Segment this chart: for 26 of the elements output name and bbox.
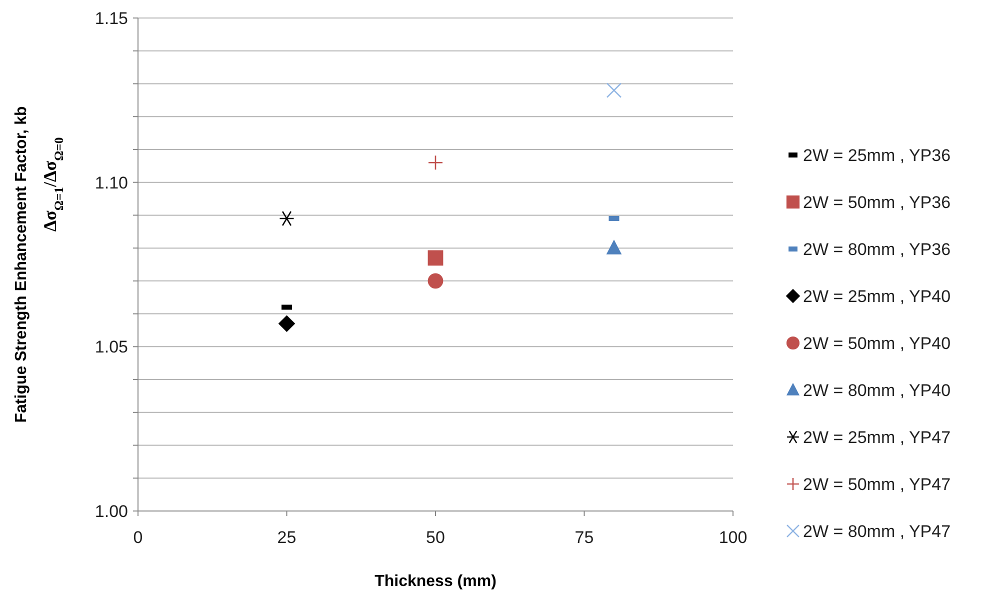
x-tick-label: 0 bbox=[133, 528, 143, 547]
point bbox=[279, 210, 294, 226]
legend-label: 2W = 80mm , YP47 bbox=[803, 522, 951, 541]
legend-label: 2W = 80mm , YP40 bbox=[803, 380, 951, 400]
y-tick-label: 1.10 bbox=[94, 173, 128, 192]
point bbox=[428, 154, 444, 170]
point bbox=[278, 315, 296, 332]
legend-label: 2W = 25mm , YP40 bbox=[803, 286, 951, 306]
y-tick-label: 1.05 bbox=[94, 338, 128, 357]
legend-label: 2W = 25mm , YP47 bbox=[803, 428, 951, 447]
x-tick-label: 25 bbox=[277, 528, 296, 547]
point bbox=[428, 250, 444, 266]
legend-label: 2W = 25mm , YP36 bbox=[803, 146, 951, 165]
point bbox=[428, 273, 444, 289]
x-tick-label: 50 bbox=[426, 528, 445, 547]
point bbox=[606, 240, 622, 254]
x-tick-label: 100 bbox=[718, 528, 748, 547]
y-tick-label: 1.15 bbox=[94, 8, 128, 28]
legend-label: 2W = 50mm , YP47 bbox=[803, 474, 951, 494]
legend-label: 2W = 80mm , YP36 bbox=[803, 240, 951, 259]
legend-label: 2W = 50mm , YP40 bbox=[803, 334, 951, 353]
legend-label: 2W = 50mm , YP36 bbox=[803, 192, 951, 212]
y-tick-label: 1.00 bbox=[94, 502, 128, 521]
x-axis-title: Thickness (mm) bbox=[374, 573, 496, 590]
x-tick-label: 75 bbox=[574, 528, 594, 547]
point bbox=[606, 82, 622, 98]
